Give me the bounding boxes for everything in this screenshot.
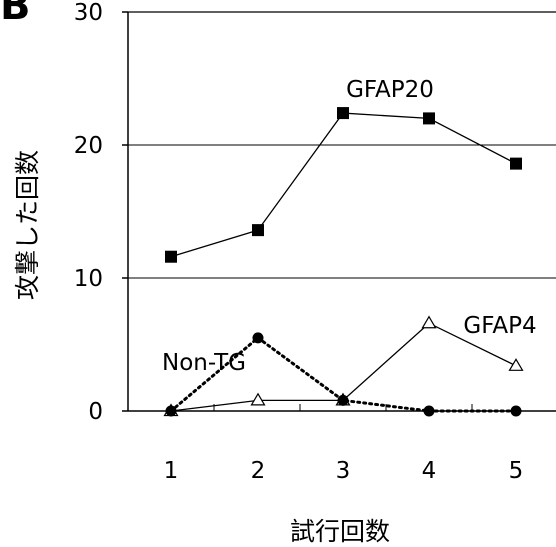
series-label-gfap4: GFAP4 xyxy=(463,313,536,339)
x-tick-label-1: 1 xyxy=(164,458,179,484)
data-point-non-tg-2 xyxy=(252,332,264,344)
series-non-tg xyxy=(165,332,522,417)
data-point-gfap20-2 xyxy=(252,224,264,237)
data-point-gfap20-3 xyxy=(337,107,349,120)
data-point-gfap20-4 xyxy=(423,112,435,125)
data-point-non-tg-4 xyxy=(423,405,435,417)
data-point-gfap20-5 xyxy=(510,157,522,170)
series-label-gfap20: GFAP20 xyxy=(346,77,434,103)
x-tick-label-2: 2 xyxy=(251,458,266,484)
data-point-non-tg-1 xyxy=(165,405,177,417)
y-axis-ticks: 0 10 20 30 xyxy=(74,0,128,425)
y-tick-label-20: 20 xyxy=(74,133,103,159)
series-label-non-tg: Non-TG xyxy=(162,350,246,376)
series-labels: GFAP20 GFAP4 Non-TG xyxy=(162,77,537,376)
x-axis-label: 試行回数 xyxy=(290,517,390,546)
series-gfap20 xyxy=(165,107,522,263)
gridlines xyxy=(128,144,556,279)
x-axis-ticks: 1 2 3 4 5 xyxy=(164,404,524,484)
data-point-non-tg-3 xyxy=(337,394,349,406)
y-axis-label: 攻撃した回数 xyxy=(13,150,42,300)
data-point-non-tg-5 xyxy=(510,405,522,417)
panel-letter: B xyxy=(0,0,31,29)
x-tick-label-4: 4 xyxy=(422,458,437,484)
y-tick-label-30: 30 xyxy=(74,0,103,26)
y-tick-label-10: 10 xyxy=(74,266,103,292)
x-tick-label-5: 5 xyxy=(509,458,524,484)
x-tick-label-3: 3 xyxy=(336,458,351,484)
data-point-gfap4-5 xyxy=(508,358,524,371)
series-layer xyxy=(163,107,524,417)
data-point-gfap4-2 xyxy=(250,392,266,406)
data-point-gfap20-1 xyxy=(165,250,177,263)
series-line xyxy=(170,112,517,258)
y-tick-label-0: 0 xyxy=(88,399,103,425)
data-point-gfap4-4 xyxy=(421,315,437,329)
